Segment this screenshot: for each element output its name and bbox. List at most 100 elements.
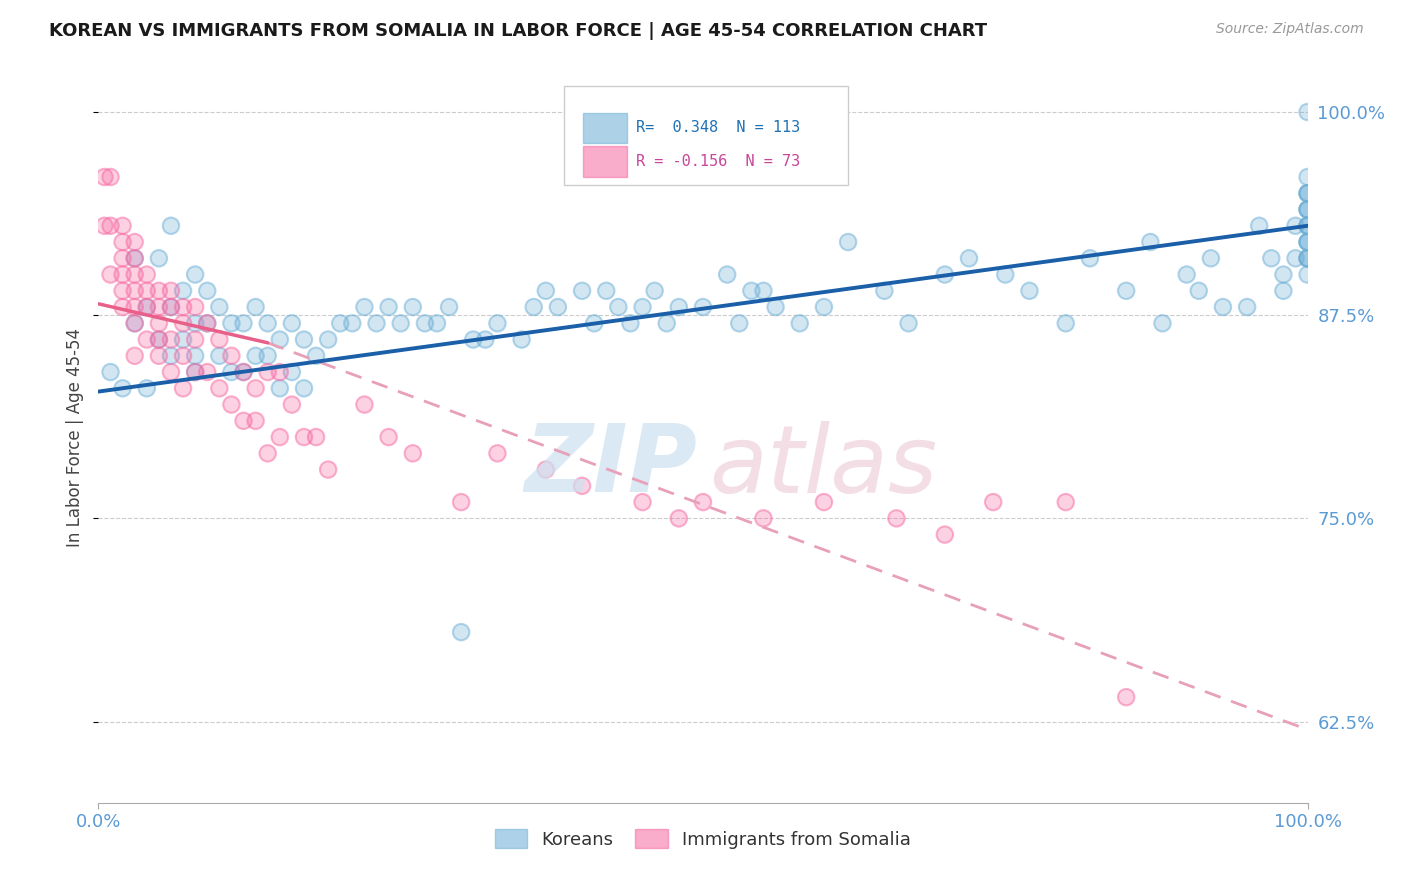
- Point: [1296, 235, 1319, 249]
- Point: [184, 333, 207, 347]
- Point: [148, 300, 170, 314]
- Point: [1284, 252, 1306, 266]
- Point: [1260, 252, 1282, 266]
- Point: [111, 284, 134, 298]
- Point: [111, 381, 134, 395]
- Point: [474, 333, 496, 347]
- Point: [195, 316, 218, 330]
- Point: [897, 316, 920, 330]
- Point: [437, 300, 460, 314]
- Point: [571, 284, 593, 298]
- Point: [221, 398, 243, 412]
- Point: [752, 511, 775, 525]
- Point: [1078, 252, 1101, 266]
- Point: [208, 333, 231, 347]
- Point: [100, 219, 122, 233]
- Point: [111, 252, 134, 266]
- Point: [184, 333, 207, 347]
- Point: [463, 333, 485, 347]
- Point: [135, 333, 157, 347]
- Point: [124, 252, 146, 266]
- Point: [111, 235, 134, 249]
- Point: [644, 284, 666, 298]
- Point: [450, 495, 472, 509]
- Point: [135, 381, 157, 395]
- Point: [1078, 252, 1101, 266]
- Point: [934, 268, 956, 282]
- Point: [172, 333, 194, 347]
- Point: [1018, 284, 1040, 298]
- Point: [195, 316, 218, 330]
- Point: [534, 284, 557, 298]
- Point: [837, 235, 859, 249]
- Point: [1296, 186, 1319, 201]
- Point: [607, 300, 630, 314]
- Point: [450, 495, 472, 509]
- Point: [305, 349, 328, 363]
- Point: [148, 300, 170, 314]
- Point: [813, 495, 835, 509]
- Point: [1054, 495, 1077, 509]
- Point: [305, 430, 328, 444]
- Point: [269, 430, 291, 444]
- Point: [813, 495, 835, 509]
- Point: [402, 300, 425, 314]
- Point: [100, 268, 122, 282]
- Point: [232, 316, 254, 330]
- Point: [160, 300, 183, 314]
- Point: [111, 252, 134, 266]
- Point: [135, 268, 157, 282]
- Point: [232, 365, 254, 379]
- FancyBboxPatch shape: [583, 146, 627, 177]
- Point: [160, 300, 183, 314]
- Point: [135, 268, 157, 282]
- Point: [124, 268, 146, 282]
- Point: [752, 511, 775, 525]
- Point: [269, 381, 291, 395]
- Point: [450, 625, 472, 640]
- Point: [765, 300, 787, 314]
- Point: [256, 316, 278, 330]
- Point: [426, 316, 449, 330]
- Point: [221, 365, 243, 379]
- Point: [402, 300, 425, 314]
- Point: [934, 527, 956, 541]
- Point: [208, 333, 231, 347]
- Point: [1296, 219, 1319, 233]
- Point: [1236, 300, 1258, 314]
- Point: [692, 495, 714, 509]
- Point: [111, 300, 134, 314]
- Text: Source: ZipAtlas.com: Source: ZipAtlas.com: [1216, 22, 1364, 37]
- Point: [160, 365, 183, 379]
- Point: [195, 284, 218, 298]
- Point: [160, 300, 183, 314]
- Y-axis label: In Labor Force | Age 45-54: In Labor Force | Age 45-54: [66, 327, 84, 547]
- Point: [124, 316, 146, 330]
- Point: [1296, 186, 1319, 201]
- Point: [547, 300, 569, 314]
- Point: [1296, 235, 1319, 249]
- Point: [1152, 316, 1174, 330]
- Point: [1272, 284, 1295, 298]
- Point: [160, 333, 183, 347]
- Point: [1296, 268, 1319, 282]
- Point: [655, 316, 678, 330]
- Point: [1296, 219, 1319, 233]
- Point: [752, 284, 775, 298]
- Point: [450, 625, 472, 640]
- Point: [752, 284, 775, 298]
- Point: [124, 349, 146, 363]
- Point: [160, 365, 183, 379]
- Point: [245, 414, 267, 428]
- Point: [221, 398, 243, 412]
- Point: [172, 381, 194, 395]
- Point: [994, 268, 1017, 282]
- Point: [160, 284, 183, 298]
- Point: [1296, 202, 1319, 217]
- Point: [1249, 219, 1271, 233]
- Point: [160, 284, 183, 298]
- Legend: Koreans, Immigrants from Somalia: Koreans, Immigrants from Somalia: [495, 830, 911, 848]
- Point: [644, 284, 666, 298]
- Point: [172, 316, 194, 330]
- Point: [1249, 219, 1271, 233]
